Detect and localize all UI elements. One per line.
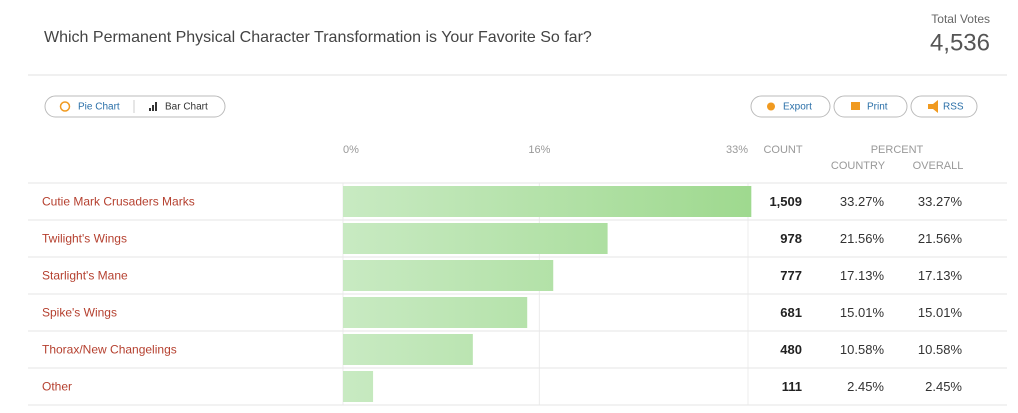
count-header: COUNT — [763, 144, 802, 156]
view-toggle — [44, 95, 226, 118]
count: 681 — [780, 305, 802, 320]
export-icon — [767, 102, 775, 111]
count: 111 — [782, 379, 802, 394]
bar — [343, 334, 473, 365]
export-button[interactable] — [750, 95, 831, 118]
x-tick-label: 16% — [528, 144, 550, 156]
total-votes-label: Total Votes — [931, 12, 990, 26]
overall-percent: 17.13% — [918, 268, 963, 283]
overall-percent: 10.58% — [918, 342, 963, 357]
country-percent: 17.13% — [840, 268, 885, 283]
bar — [343, 223, 608, 254]
overall-percent: 15.01% — [918, 305, 963, 320]
count: 1,509 — [769, 194, 802, 209]
x-tick-label: 33% — [726, 144, 748, 156]
country-percent: 21.56% — [840, 231, 885, 246]
rss-icon — [928, 100, 938, 113]
bar — [343, 186, 752, 217]
country-percent: 2.45% — [847, 379, 884, 394]
country-percent: 33.27% — [840, 194, 885, 209]
bar — [343, 297, 528, 328]
print-label[interactable]: Print — [867, 102, 888, 113]
rss-button[interactable] — [910, 95, 978, 118]
category-label: Cutie Mark Crusaders Marks — [42, 195, 195, 209]
export-label[interactable]: Export — [783, 102, 812, 113]
overall-percent: 21.56% — [918, 231, 963, 246]
bar-chart-button[interactable]: Bar Chart — [165, 102, 208, 113]
category-label: Twilight's Wings — [42, 232, 127, 246]
count: 777 — [780, 268, 802, 283]
country-percent: 15.01% — [840, 305, 885, 320]
count: 978 — [780, 231, 802, 246]
overall-percent: 33.27% — [918, 194, 963, 209]
category-label: Other — [42, 380, 72, 394]
print-button[interactable] — [833, 95, 908, 118]
percent-header: PERCENT — [871, 144, 924, 156]
overall-header: OVERALL — [913, 160, 964, 172]
bar-icon — [149, 102, 157, 111]
category-label: Starlight's Mane — [42, 269, 128, 283]
total-votes: 4,536 — [930, 29, 990, 56]
pie-icon — [59, 101, 71, 112]
pie-chart-button[interactable]: Pie Chart — [78, 102, 120, 113]
category-label: Spike's Wings — [42, 306, 117, 320]
overall-percent: 2.45% — [925, 379, 962, 394]
country-percent: 10.58% — [840, 342, 885, 357]
count: 480 — [780, 342, 802, 357]
x-tick-label: 0% — [343, 144, 359, 156]
country-header: COUNTRY — [831, 160, 886, 172]
rss-label[interactable]: RSS — [943, 102, 964, 113]
bar — [343, 260, 554, 291]
category-label: Thorax/New Changelings — [42, 343, 177, 357]
bar — [343, 371, 374, 402]
print-icon — [851, 102, 860, 110]
poll-title: Which Permanent Physical Character Trans… — [44, 29, 592, 46]
